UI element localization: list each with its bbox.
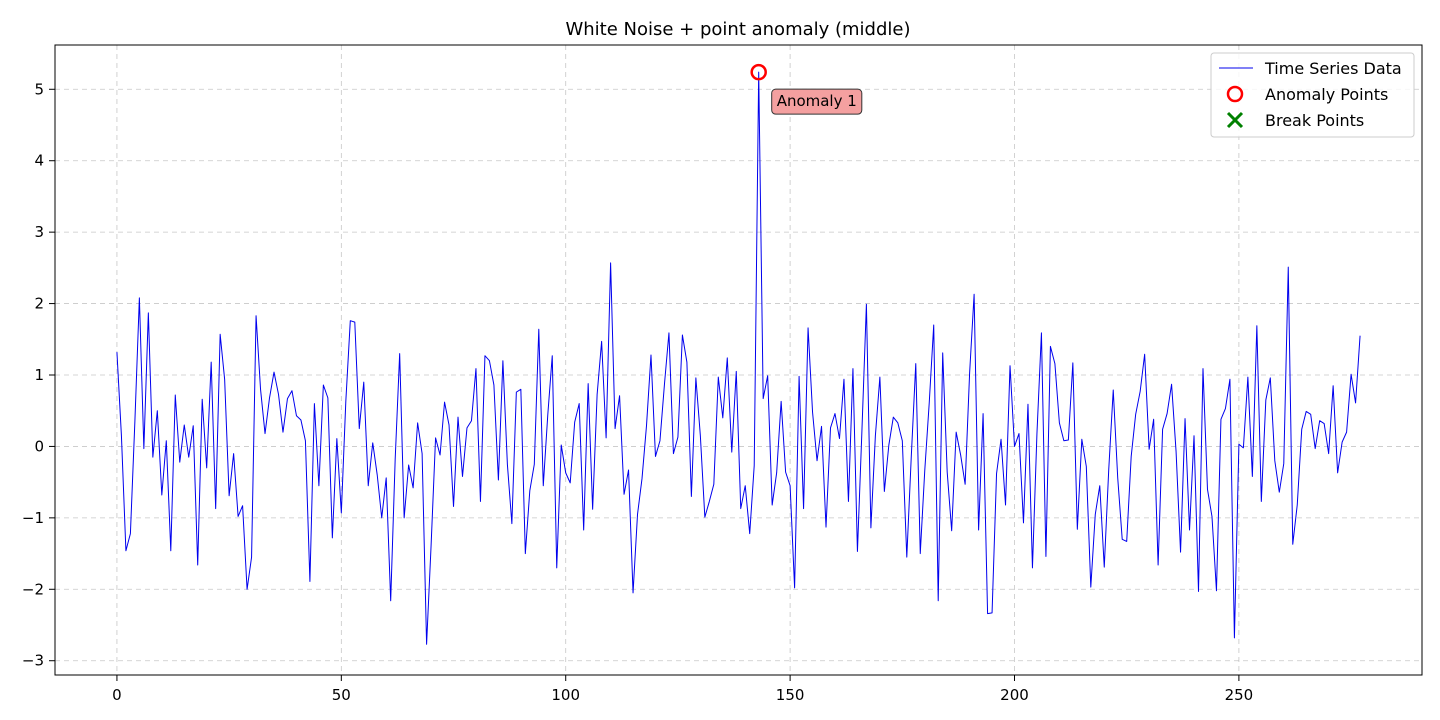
x-tick-label: 50 (332, 686, 351, 704)
anomaly-layer: Anomaly 1 (750, 63, 863, 115)
chart-title: White Noise + point anomaly (middle) (565, 19, 910, 40)
legend-box (1210, 52, 1415, 138)
anomaly-point (750, 63, 767, 81)
anomaly-annotation: Anomaly 1 (771, 88, 863, 115)
legend-circle-marker (1226, 85, 1244, 103)
legend: Time Series Data Anomaly Points Break Poin… (1210, 52, 1415, 138)
anomaly-label-box (771, 88, 863, 115)
series-layer (116, 71, 1361, 645)
x-axis: 0 50 100 150 200 250 (112, 675, 1253, 704)
x-tick-label: 200 (1000, 686, 1029, 704)
series-line (116, 71, 1361, 645)
y-tick-label: 2 (34, 295, 44, 313)
x-tick-label: 250 (1225, 686, 1254, 704)
y-tick-label: 3 (34, 223, 44, 241)
x-tick-label: 0 (112, 686, 122, 704)
legend-label: Break Points (1265, 111, 1364, 130)
x-tick-label: 100 (551, 686, 580, 704)
y-tick-label: −2 (22, 580, 44, 598)
y-tick-label: −3 (22, 652, 44, 670)
y-tick-label: 4 (34, 152, 44, 170)
legend-label: Time Series Data (1264, 59, 1402, 78)
anomaly-label: Anomaly 1 (777, 92, 857, 110)
legend-label: Anomaly Points (1265, 85, 1388, 104)
y-tick-label: 0 (34, 437, 44, 455)
plot-frame (54, 44, 1423, 676)
x-tick-label: 150 (776, 686, 805, 704)
grid (55, 45, 1422, 675)
y-tick-label: 1 (34, 366, 44, 384)
y-tick-label: −1 (22, 509, 44, 527)
y-axis: −3 −2 −1 0 1 2 3 4 5 (22, 80, 55, 670)
y-tick-label: 5 (34, 80, 44, 98)
legend-x-marker (1226, 111, 1244, 129)
